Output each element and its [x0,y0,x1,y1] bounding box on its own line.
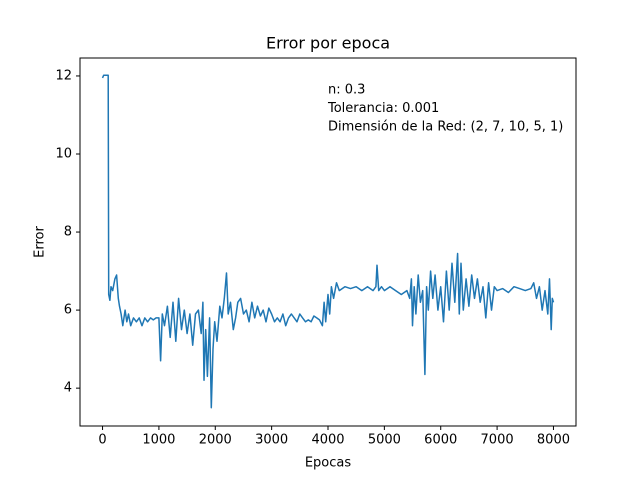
x-tick-label: 2000 [199,433,232,448]
y-tick-label: 6 [64,303,72,318]
x-tick-label: 0 [98,433,106,448]
annotation: Tolerancia: 0.001 [327,101,439,116]
x-tick-label: 7000 [481,433,514,448]
y-tick-label: 12 [55,68,72,83]
x-tick-label: 5000 [368,433,401,448]
x-tick-label: 6000 [424,433,457,448]
y-tick-label: 10 [55,147,72,162]
x-tick-label: 8000 [537,433,570,448]
annotation: n: 0.3 [328,83,365,98]
x-axis-label: Epocas [305,456,352,471]
x-tick-label: 4000 [311,433,344,448]
y-tick-label: 8 [64,225,72,240]
data-line [101,74,555,409]
annotation: Dimensión de la Red: (2, 7, 10, 5, 1) [328,120,563,135]
y-tick-label: 4 [64,381,72,396]
x-tick-label: 3000 [255,433,288,448]
chart-title: Error por epoca [266,34,390,53]
y-axis-label: Error [33,226,48,258]
x-tick-label: 1000 [142,433,175,448]
